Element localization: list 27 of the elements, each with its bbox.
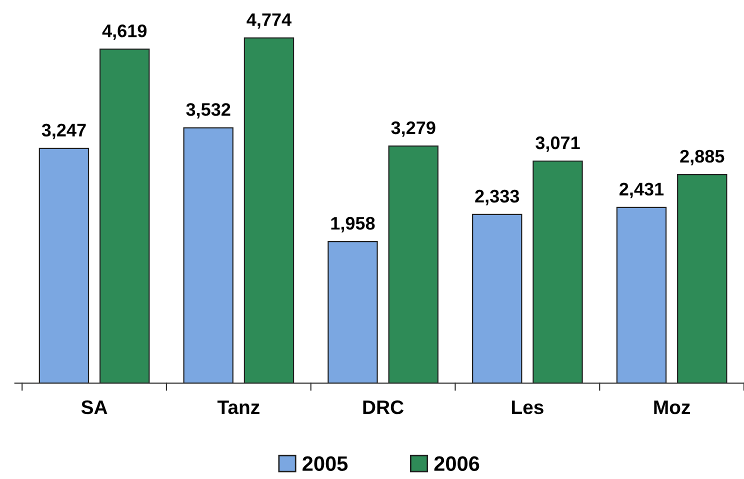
bar <box>388 146 438 384</box>
bar <box>100 48 150 384</box>
data-label: 3,532 <box>186 103 230 119</box>
bar <box>244 37 294 384</box>
data-label: 1,958 <box>331 216 375 232</box>
bar <box>38 148 90 384</box>
x-tick-label: SA <box>81 400 108 414</box>
bar <box>677 174 728 384</box>
bar <box>472 214 522 384</box>
bar <box>183 127 234 384</box>
data-label: 3,247 <box>42 124 86 140</box>
data-label: 2,431 <box>620 182 664 198</box>
data-label: 2,333 <box>475 190 520 206</box>
legend-label: 2005 <box>302 456 348 472</box>
legend-label: 2006 <box>434 456 480 472</box>
data-label: 2,885 <box>680 150 724 166</box>
x-tick-label: Moz <box>654 400 690 414</box>
x-tick-label: Les <box>512 400 544 414</box>
data-label: 3,071 <box>536 136 580 152</box>
data-label: 4,774 <box>246 13 292 29</box>
bar <box>532 160 583 384</box>
data-label: 3,279 <box>391 121 436 137</box>
bar <box>328 241 378 384</box>
data-label: 4,619 <box>102 24 147 40</box>
x-tick-label: Tanz <box>217 400 260 414</box>
bar <box>616 206 667 384</box>
x-tick-label: DRC <box>363 400 404 414</box>
